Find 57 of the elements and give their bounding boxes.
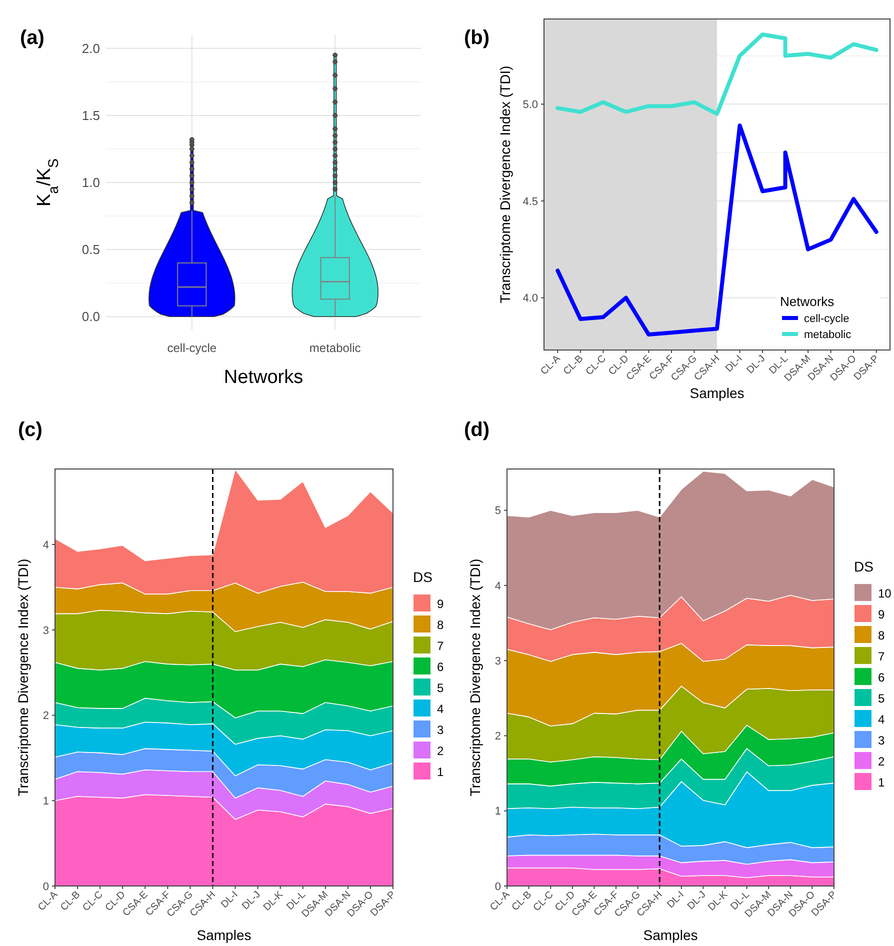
- legend-label: 6: [437, 660, 444, 674]
- legend-label: 1: [437, 765, 444, 779]
- y-axis-title: Transcriptome Divergence Index (TDI): [467, 558, 483, 796]
- x-axis-title: Samples: [196, 927, 252, 943]
- y-tick-label: 3: [494, 655, 501, 668]
- x-tick-label: DL-I: [665, 889, 687, 910]
- legend-label: 2: [437, 744, 444, 758]
- x-axis-title: Networks: [224, 367, 304, 388]
- y-tick-label: 5.0: [522, 99, 538, 112]
- legend-label: 4: [878, 712, 885, 726]
- legend-label: 8: [437, 618, 444, 632]
- legend-label: 4: [437, 702, 444, 716]
- legend-label: 3: [437, 723, 444, 737]
- y-tick-label: 1: [494, 806, 501, 818]
- legend-label: 9: [437, 597, 444, 611]
- y-tick-label: 4: [42, 539, 49, 552]
- legend-label: 2: [878, 754, 885, 768]
- y-tick-label: 3: [42, 624, 49, 637]
- legend-label: 10: [878, 586, 892, 600]
- y-tick-label: 0: [494, 880, 501, 893]
- y-tick-label: 4.5: [522, 196, 538, 208]
- y-tick-label: 4: [494, 580, 501, 592]
- y-tick-label: 5: [494, 505, 501, 518]
- chart-title: (b): [464, 27, 490, 49]
- x-tick-label: DL-I: [219, 889, 240, 910]
- y-tick-label: 0.5: [82, 242, 100, 258]
- chart-title: (d): [464, 419, 490, 441]
- y-axis-title: Transcriptome Divergence Index (TDI): [15, 558, 31, 796]
- legend-label: metabolic: [804, 329, 852, 341]
- chart-title: (c): [18, 419, 42, 441]
- x-tick-label: DL-I: [724, 353, 745, 374]
- legend-label: 1: [878, 776, 885, 790]
- y-tick-label: 0.0: [82, 309, 100, 324]
- legend-label: 6: [878, 670, 885, 684]
- y-tick-label: 0: [42, 880, 49, 893]
- chart-title: (a): [20, 27, 44, 49]
- y-tick-label: 1: [42, 795, 49, 808]
- legend-label: 7: [437, 639, 444, 653]
- y-tick-label: 2: [494, 730, 501, 743]
- y-axis-title: Transcriptome Divergence Index (TDI): [497, 66, 513, 304]
- y-tick-label: 2: [42, 710, 49, 722]
- x-axis-title: Samples: [643, 927, 698, 943]
- legend-label: cell-cycle: [804, 313, 850, 325]
- x-axis-title: Samples: [690, 385, 744, 401]
- legend-title: Networks: [780, 294, 835, 309]
- y-tick-label: 2.0: [82, 40, 100, 56]
- legend-title: DS: [854, 558, 874, 574]
- legend-label: 5: [878, 692, 885, 706]
- legend-label: 7: [878, 650, 885, 664]
- y-tick-label: 4.0: [522, 292, 538, 305]
- legend-label: 9: [878, 608, 885, 622]
- y-tick-label: 1.5: [82, 108, 100, 124]
- legend-label: 3: [878, 734, 885, 748]
- legend-title: DS: [413, 569, 432, 585]
- y-tick-label: 1.0: [82, 175, 100, 190]
- legend-label: 5: [437, 681, 444, 695]
- legend-label: 8: [878, 628, 885, 642]
